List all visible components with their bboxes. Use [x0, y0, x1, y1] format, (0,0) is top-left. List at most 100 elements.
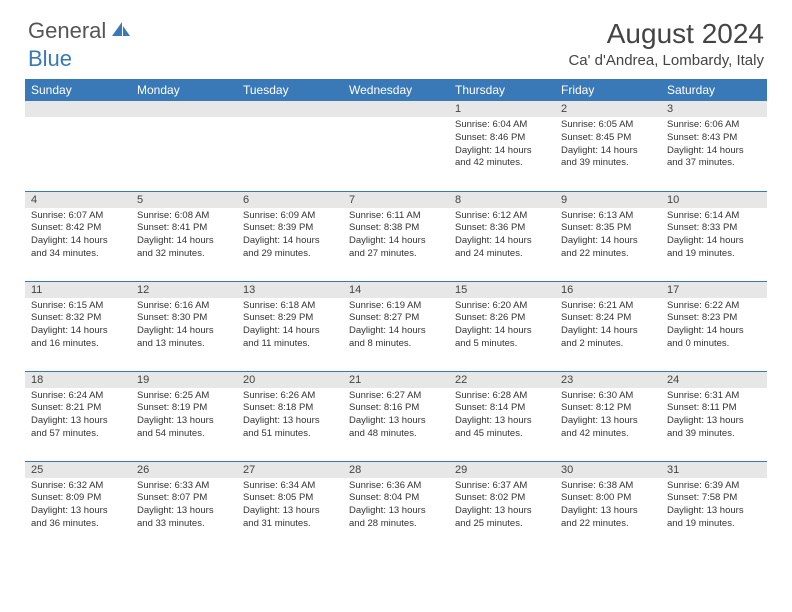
day-number: 18: [25, 372, 131, 388]
day-number: [237, 101, 343, 117]
day-number: 10: [661, 192, 767, 208]
sunrise-text: Sunrise: 6:09 AM: [243, 210, 337, 223]
calendar-cell: 28Sunrise: 6:36 AMSunset: 8:04 PMDayligh…: [343, 461, 449, 551]
calendar-week-row: 11Sunrise: 6:15 AMSunset: 8:32 PMDayligh…: [25, 281, 767, 371]
calendar-cell: 13Sunrise: 6:18 AMSunset: 8:29 PMDayligh…: [237, 281, 343, 371]
calendar-cell: 29Sunrise: 6:37 AMSunset: 8:02 PMDayligh…: [449, 461, 555, 551]
calendar-cell: 10Sunrise: 6:14 AMSunset: 8:33 PMDayligh…: [661, 191, 767, 281]
day-number: 26: [131, 462, 237, 478]
sunrise-text: Sunrise: 6:24 AM: [31, 390, 125, 403]
daylight-text: Daylight: 13 hours and 36 minutes.: [31, 505, 125, 531]
day-details: Sunrise: 6:27 AMSunset: 8:16 PMDaylight:…: [343, 388, 449, 445]
day-details: Sunrise: 6:25 AMSunset: 8:19 PMDaylight:…: [131, 388, 237, 445]
sunrise-text: Sunrise: 6:27 AM: [349, 390, 443, 403]
daylight-text: Daylight: 13 hours and 39 minutes.: [667, 415, 761, 441]
daylight-text: Daylight: 13 hours and 54 minutes.: [137, 415, 231, 441]
sunrise-text: Sunrise: 6:15 AM: [31, 300, 125, 313]
sunset-text: Sunset: 8:27 PM: [349, 312, 443, 325]
day-number: 3: [661, 101, 767, 117]
calendar-cell: 25Sunrise: 6:32 AMSunset: 8:09 PMDayligh…: [25, 461, 131, 551]
day-number: 7: [343, 192, 449, 208]
sunrise-text: Sunrise: 6:32 AM: [31, 480, 125, 493]
daylight-text: Daylight: 14 hours and 29 minutes.: [243, 235, 337, 261]
day-number: 13: [237, 282, 343, 298]
day-number: [131, 101, 237, 117]
sunrise-text: Sunrise: 6:26 AM: [243, 390, 337, 403]
day-number: 6: [237, 192, 343, 208]
sunset-text: Sunset: 8:23 PM: [667, 312, 761, 325]
sunset-text: Sunset: 8:19 PM: [137, 402, 231, 415]
day-header: Friday: [555, 79, 661, 101]
day-number: 16: [555, 282, 661, 298]
day-number: 31: [661, 462, 767, 478]
calendar-cell: 3Sunrise: 6:06 AMSunset: 8:43 PMDaylight…: [661, 101, 767, 191]
day-details: Sunrise: 6:07 AMSunset: 8:42 PMDaylight:…: [25, 208, 131, 265]
calendar-cell: 12Sunrise: 6:16 AMSunset: 8:30 PMDayligh…: [131, 281, 237, 371]
day-details: Sunrise: 6:33 AMSunset: 8:07 PMDaylight:…: [131, 478, 237, 535]
sunrise-text: Sunrise: 6:33 AM: [137, 480, 231, 493]
sunset-text: Sunset: 8:41 PM: [137, 222, 231, 235]
calendar-cell: 26Sunrise: 6:33 AMSunset: 8:07 PMDayligh…: [131, 461, 237, 551]
daylight-text: Daylight: 14 hours and 0 minutes.: [667, 325, 761, 351]
daylight-text: Daylight: 13 hours and 33 minutes.: [137, 505, 231, 531]
sunset-text: Sunset: 8:30 PM: [137, 312, 231, 325]
day-header: Tuesday: [237, 79, 343, 101]
calendar-cell: 7Sunrise: 6:11 AMSunset: 8:38 PMDaylight…: [343, 191, 449, 281]
calendar-cell: 11Sunrise: 6:15 AMSunset: 8:32 PMDayligh…: [25, 281, 131, 371]
day-number: [343, 101, 449, 117]
daylight-text: Daylight: 13 hours and 48 minutes.: [349, 415, 443, 441]
sunrise-text: Sunrise: 6:05 AM: [561, 119, 655, 132]
day-number: 30: [555, 462, 661, 478]
sunset-text: Sunset: 8:43 PM: [667, 132, 761, 145]
day-details: Sunrise: 6:04 AMSunset: 8:46 PMDaylight:…: [449, 117, 555, 174]
daylight-text: Daylight: 14 hours and 13 minutes.: [137, 325, 231, 351]
sunrise-text: Sunrise: 6:25 AM: [137, 390, 231, 403]
sunrise-text: Sunrise: 6:34 AM: [243, 480, 337, 493]
calendar-cell: 17Sunrise: 6:22 AMSunset: 8:23 PMDayligh…: [661, 281, 767, 371]
daylight-text: Daylight: 14 hours and 2 minutes.: [561, 325, 655, 351]
daylight-text: Daylight: 14 hours and 32 minutes.: [137, 235, 231, 261]
day-number: 22: [449, 372, 555, 388]
day-number: 1: [449, 101, 555, 117]
location-text: Ca' d'Andrea, Lombardy, Italy: [568, 52, 764, 69]
calendar-cell: 4Sunrise: 6:07 AMSunset: 8:42 PMDaylight…: [25, 191, 131, 281]
day-details: Sunrise: 6:34 AMSunset: 8:05 PMDaylight:…: [237, 478, 343, 535]
day-number: 23: [555, 372, 661, 388]
calendar-cell: 2Sunrise: 6:05 AMSunset: 8:45 PMDaylight…: [555, 101, 661, 191]
sunrise-text: Sunrise: 6:20 AM: [455, 300, 549, 313]
day-number: 12: [131, 282, 237, 298]
daylight-text: Daylight: 13 hours and 57 minutes.: [31, 415, 125, 441]
day-details: Sunrise: 6:06 AMSunset: 8:43 PMDaylight:…: [661, 117, 767, 174]
sunrise-text: Sunrise: 6:13 AM: [561, 210, 655, 223]
day-details: Sunrise: 6:30 AMSunset: 8:12 PMDaylight:…: [555, 388, 661, 445]
day-details: Sunrise: 6:05 AMSunset: 8:45 PMDaylight:…: [555, 117, 661, 174]
calendar-cell: [131, 101, 237, 191]
sunset-text: Sunset: 8:45 PM: [561, 132, 655, 145]
calendar-cell: 14Sunrise: 6:19 AMSunset: 8:27 PMDayligh…: [343, 281, 449, 371]
day-number: 28: [343, 462, 449, 478]
calendar-cell: 30Sunrise: 6:38 AMSunset: 8:00 PMDayligh…: [555, 461, 661, 551]
calendar-cell: 27Sunrise: 6:34 AMSunset: 8:05 PMDayligh…: [237, 461, 343, 551]
calendar-cell: 16Sunrise: 6:21 AMSunset: 8:24 PMDayligh…: [555, 281, 661, 371]
daylight-text: Daylight: 13 hours and 22 minutes.: [561, 505, 655, 531]
day-details: Sunrise: 6:12 AMSunset: 8:36 PMDaylight:…: [449, 208, 555, 265]
logo-sail-icon: [110, 18, 132, 44]
logo-text-blue: Blue: [28, 46, 72, 72]
daylight-text: Daylight: 14 hours and 27 minutes.: [349, 235, 443, 261]
sunset-text: Sunset: 8:42 PM: [31, 222, 125, 235]
daylight-text: Daylight: 13 hours and 31 minutes.: [243, 505, 337, 531]
sunrise-text: Sunrise: 6:39 AM: [667, 480, 761, 493]
month-title: August 2024: [568, 18, 764, 50]
day-details: Sunrise: 6:31 AMSunset: 8:11 PMDaylight:…: [661, 388, 767, 445]
day-number: 2: [555, 101, 661, 117]
day-details: Sunrise: 6:11 AMSunset: 8:38 PMDaylight:…: [343, 208, 449, 265]
calendar-week-row: 1Sunrise: 6:04 AMSunset: 8:46 PMDaylight…: [25, 101, 767, 191]
sunset-text: Sunset: 8:09 PM: [31, 492, 125, 505]
calendar-cell: 19Sunrise: 6:25 AMSunset: 8:19 PMDayligh…: [131, 371, 237, 461]
sunset-text: Sunset: 8:26 PM: [455, 312, 549, 325]
calendar-cell: 24Sunrise: 6:31 AMSunset: 8:11 PMDayligh…: [661, 371, 767, 461]
day-header-row: Sunday Monday Tuesday Wednesday Thursday…: [25, 79, 767, 101]
calendar-cell: 20Sunrise: 6:26 AMSunset: 8:18 PMDayligh…: [237, 371, 343, 461]
calendar-cell: 6Sunrise: 6:09 AMSunset: 8:39 PMDaylight…: [237, 191, 343, 281]
sunrise-text: Sunrise: 6:28 AM: [455, 390, 549, 403]
